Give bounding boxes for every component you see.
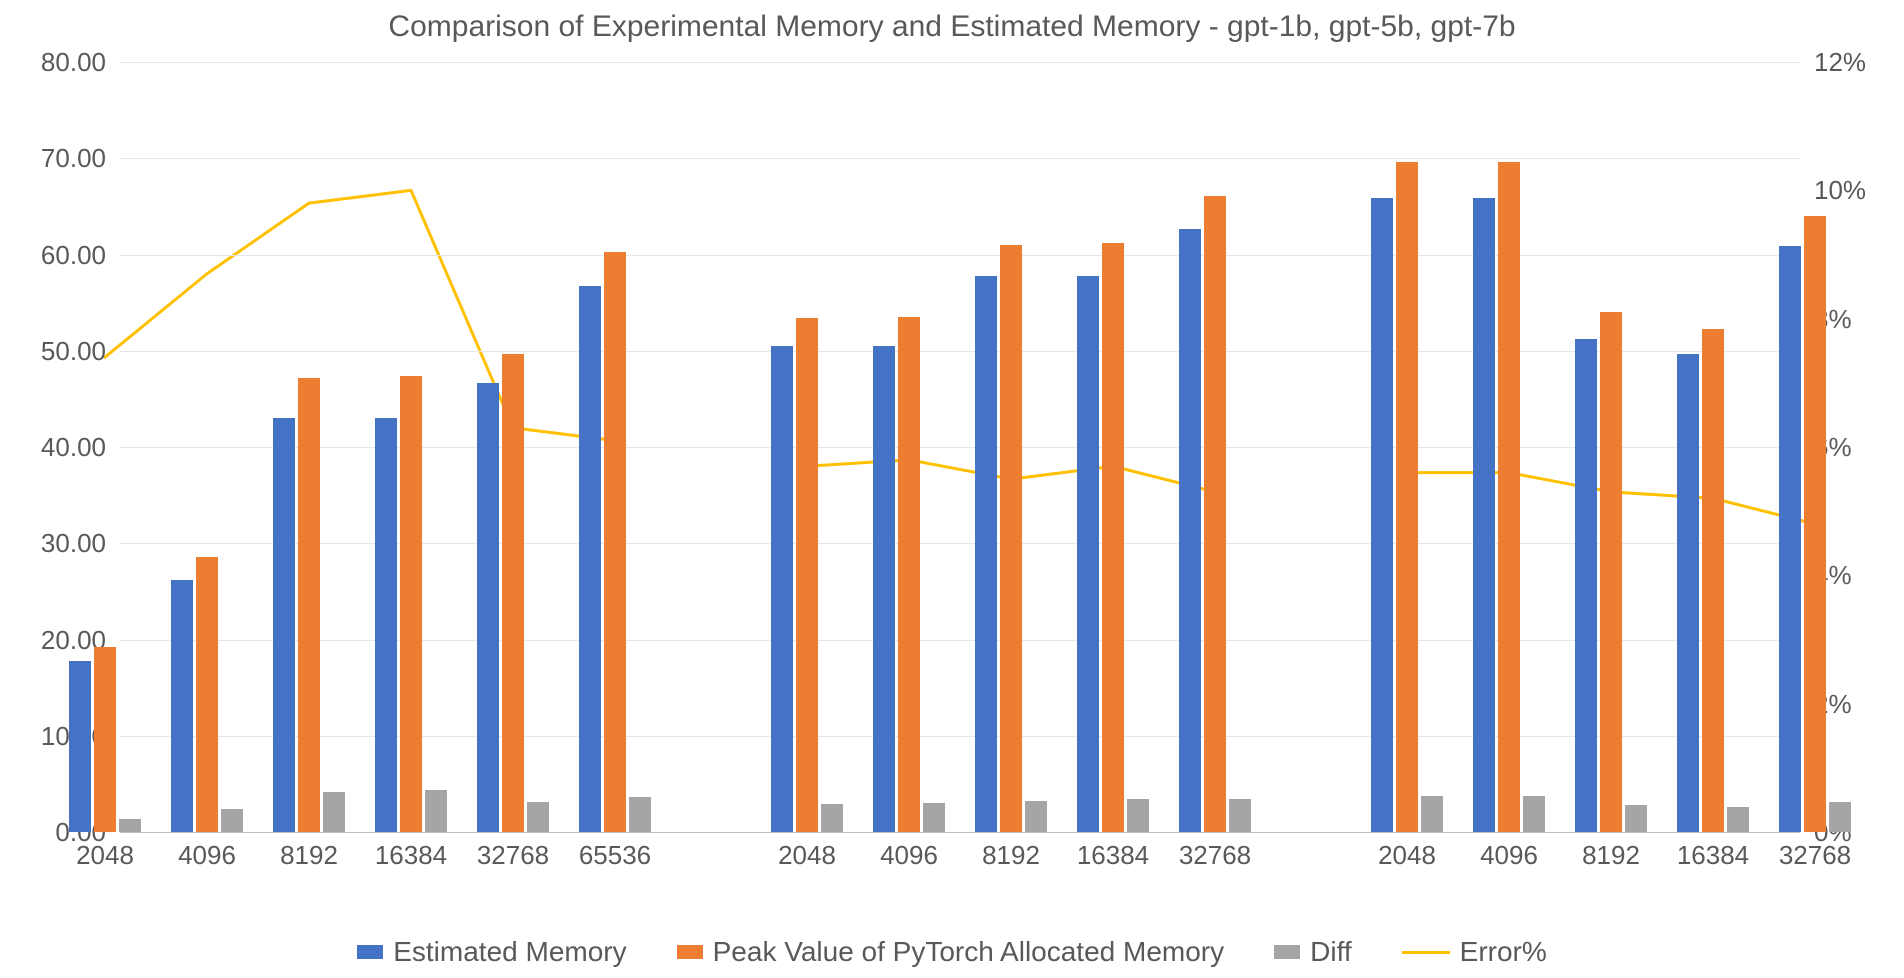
bar-estimated	[1779, 246, 1801, 832]
bar-peak	[1498, 162, 1520, 832]
bar-estimated	[1077, 276, 1099, 832]
bar-group: 2048	[1371, 62, 1443, 832]
bar-diff	[821, 804, 843, 832]
x-tick-label: 4096	[880, 832, 938, 871]
legend-swatch	[677, 945, 703, 959]
bar-estimated	[1473, 198, 1495, 832]
bar-peak	[1804, 216, 1826, 832]
bar-diff	[1229, 799, 1251, 832]
bar-estimated	[873, 346, 895, 832]
bar-peak	[1000, 245, 1022, 832]
bar-diff	[221, 809, 243, 832]
bar-group: 8192	[273, 62, 345, 832]
x-tick-label: 4096	[178, 832, 236, 871]
legend-item-error: Error%	[1402, 936, 1547, 968]
bar-diff	[1523, 796, 1545, 832]
legend-swatch	[1274, 945, 1300, 959]
bar-estimated	[171, 580, 193, 832]
x-tick-label: 8192	[280, 832, 338, 871]
x-tick-label: 8192	[982, 832, 1040, 871]
bar-peak	[1204, 196, 1226, 832]
bar-diff	[119, 819, 141, 832]
bar-peak	[1600, 312, 1622, 832]
legend-item-diff: Diff	[1274, 936, 1352, 968]
bar-estimated	[1179, 229, 1201, 832]
bar-group: 4096	[171, 62, 243, 832]
bar-diff	[425, 790, 447, 832]
x-tick-label: 8192	[1582, 832, 1640, 871]
bar-group: 65536	[579, 62, 651, 832]
legend-item-estimated: Estimated Memory	[357, 936, 626, 968]
bar-estimated	[975, 276, 997, 832]
bar-peak	[1396, 162, 1418, 832]
bar-estimated	[1575, 339, 1597, 832]
x-tick-label: 32768	[1779, 832, 1851, 871]
bar-diff	[1127, 799, 1149, 832]
legend: Estimated Memory Peak Value of PyTorch Al…	[0, 936, 1904, 968]
x-tick-label: 16384	[1677, 832, 1749, 871]
legend-label: Estimated Memory	[393, 936, 626, 968]
bar-diff	[527, 802, 549, 832]
bar-diff	[629, 797, 651, 832]
bar-peak	[796, 318, 818, 832]
bar-peak	[196, 557, 218, 832]
bar-estimated	[273, 418, 295, 832]
x-tick-label: 16384	[1077, 832, 1149, 871]
bar-peak	[400, 376, 422, 832]
x-tick-label: 32768	[477, 832, 549, 871]
bar-group: 32768	[477, 62, 549, 832]
bar-group: 2048	[69, 62, 141, 832]
x-tick-label: 2048	[778, 832, 836, 871]
x-tick-label: 16384	[375, 832, 447, 871]
bar-peak	[1702, 329, 1724, 832]
bar-peak	[898, 317, 920, 832]
x-tick-label: 2048	[76, 832, 134, 871]
bar-estimated	[477, 383, 499, 832]
bar-group: 4096	[1473, 62, 1545, 832]
bar-peak	[502, 354, 524, 832]
bar-diff	[1727, 807, 1749, 832]
bar-estimated	[771, 346, 793, 832]
bar-group: 8192	[1575, 62, 1647, 832]
bar-group: 16384	[1677, 62, 1749, 832]
legend-label: Diff	[1310, 936, 1352, 968]
bar-group: 16384	[375, 62, 447, 832]
bar-group: 2048	[771, 62, 843, 832]
bar-diff	[1829, 802, 1851, 832]
bar-peak	[604, 252, 626, 832]
x-tick-label: 2048	[1378, 832, 1436, 871]
bar-estimated	[1677, 354, 1699, 832]
bar-diff	[1625, 805, 1647, 832]
bar-group: 16384	[1077, 62, 1149, 832]
bar-estimated	[375, 418, 397, 832]
bar-estimated	[1371, 198, 1393, 832]
bar-estimated	[579, 286, 601, 832]
x-tick-label: 32768	[1179, 832, 1251, 871]
plot-area: 0.0010.0020.0030.0040.0050.0060.0070.008…	[120, 62, 1800, 833]
bar-peak	[298, 378, 320, 832]
bar-diff	[923, 803, 945, 832]
legend-label: Peak Value of PyTorch Allocated Memory	[713, 936, 1225, 968]
legend-label: Error%	[1460, 936, 1547, 968]
x-tick-label: 65536	[579, 832, 651, 871]
bar-group: 32768	[1779, 62, 1851, 832]
legend-line-swatch	[1402, 951, 1450, 954]
legend-swatch	[357, 945, 383, 959]
bar-diff	[323, 792, 345, 832]
bar-diff	[1025, 801, 1047, 832]
chart-title: Comparison of Experimental Memory and Es…	[0, 10, 1904, 44]
legend-item-peak: Peak Value of PyTorch Allocated Memory	[677, 936, 1225, 968]
bar-estimated	[69, 661, 91, 832]
bar-group: 32768	[1179, 62, 1251, 832]
bar-peak	[94, 647, 116, 832]
bar-group: 8192	[975, 62, 1047, 832]
bar-peak	[1102, 243, 1124, 832]
bar-group: 4096	[873, 62, 945, 832]
x-tick-label: 4096	[1480, 832, 1538, 871]
bar-diff	[1421, 796, 1443, 832]
chart-container: Comparison of Experimental Memory and Es…	[0, 0, 1904, 978]
